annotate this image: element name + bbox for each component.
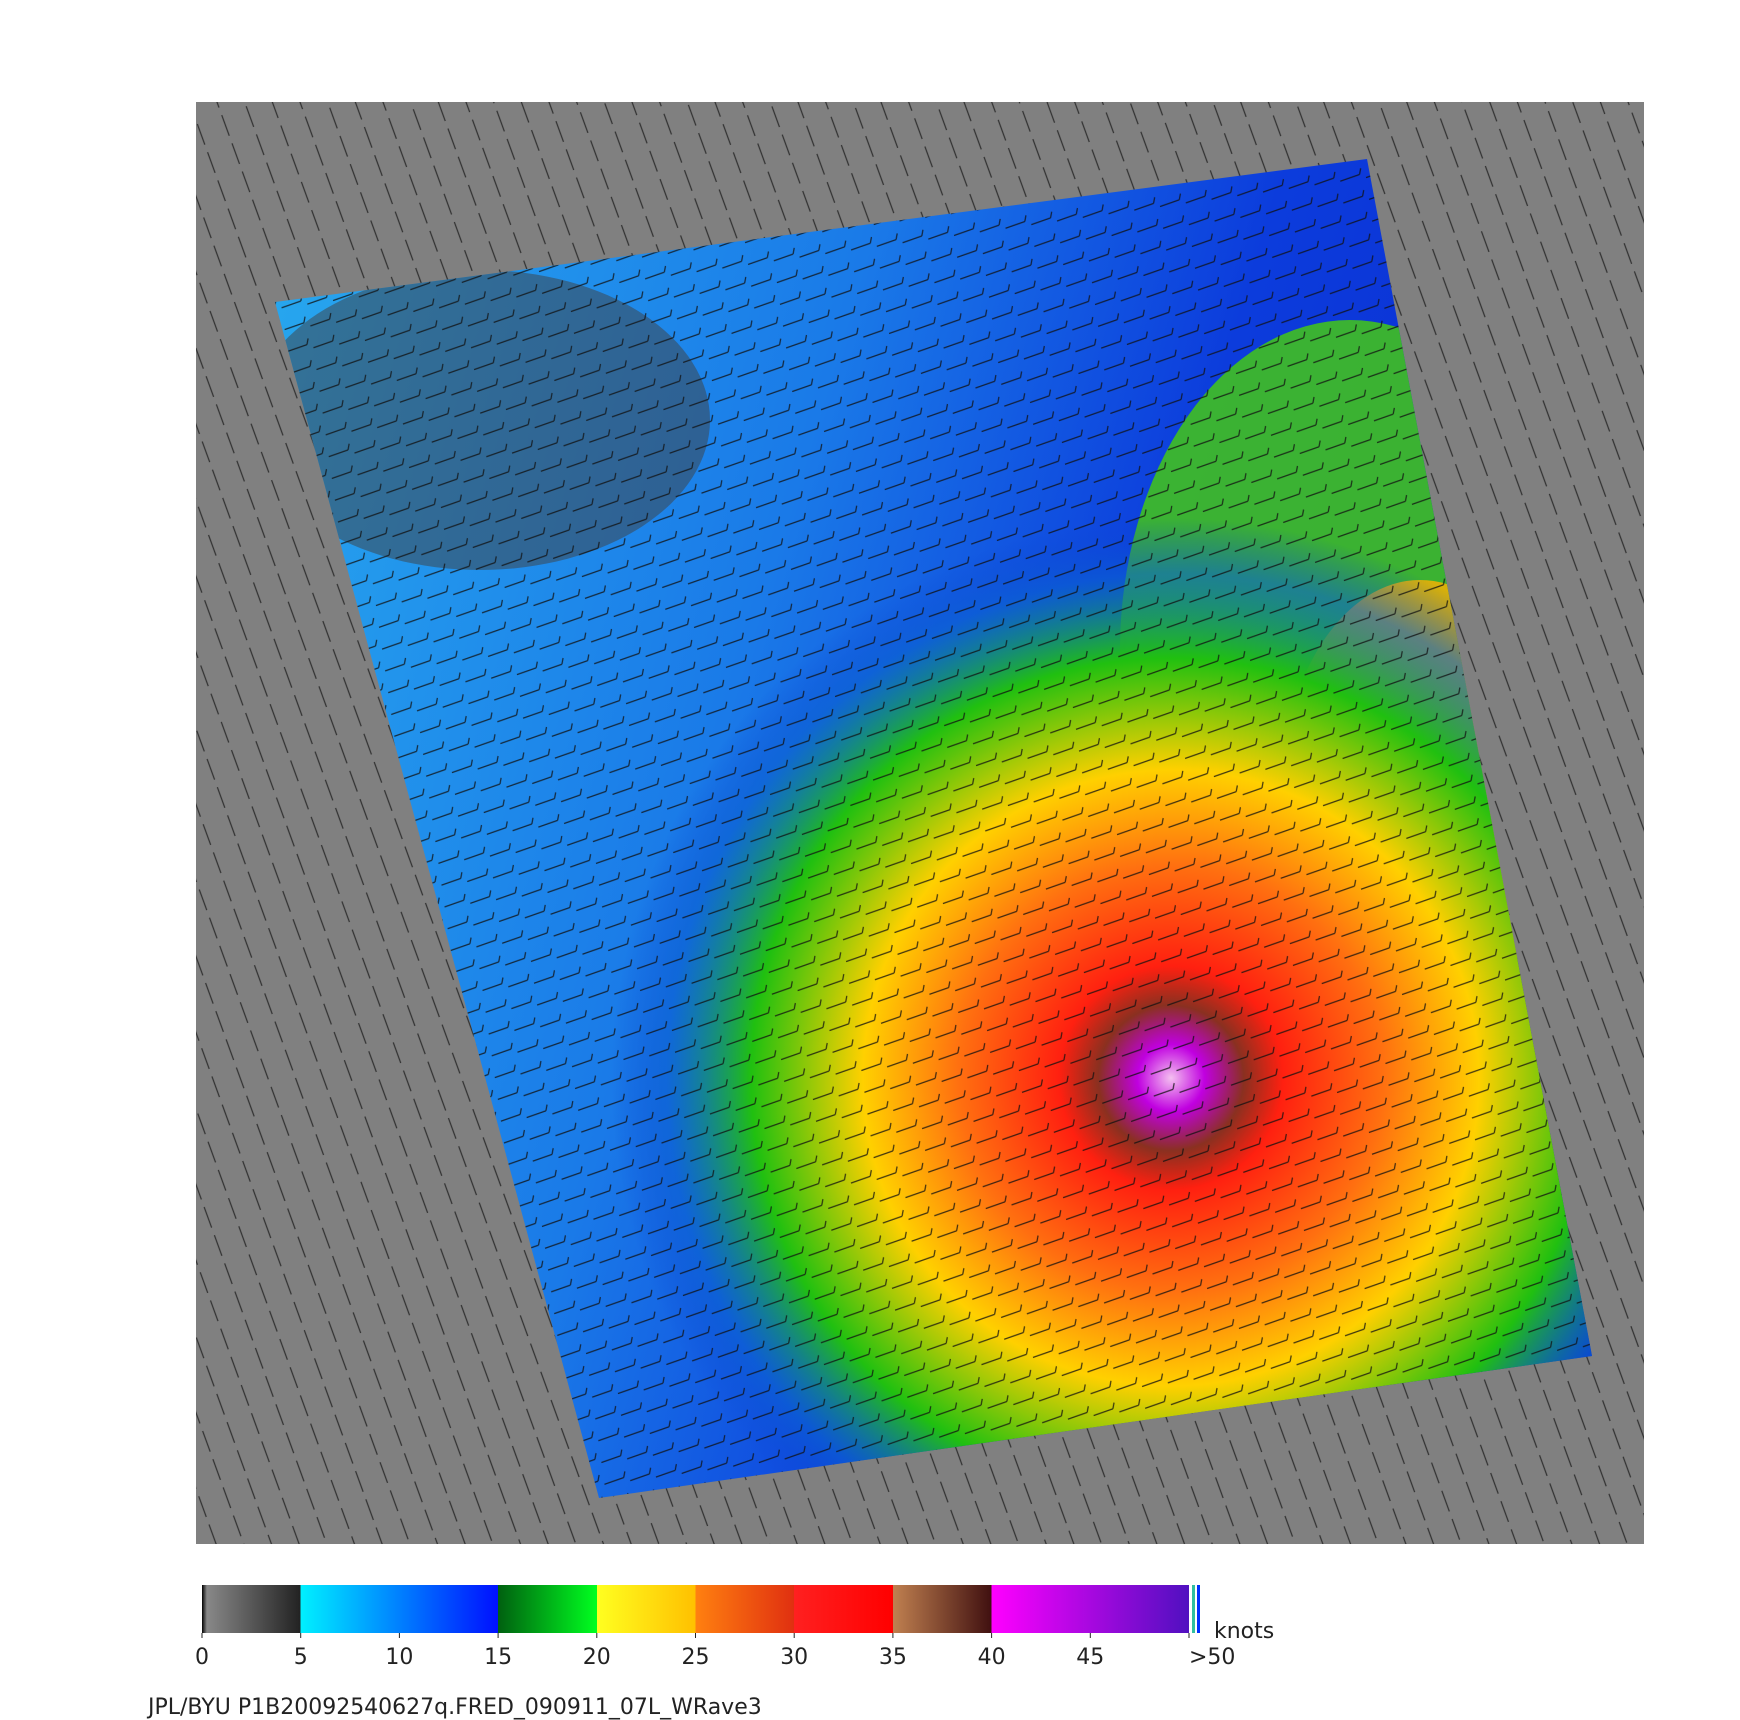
colorbar-tick-label: 0	[195, 1645, 209, 1670]
caption: JPL/BYU P1B20092540627q.FRED_090911_07L_…	[146, 1695, 762, 1720]
colorbar-tick-label: 15	[484, 1645, 512, 1670]
colorbar-gradient	[202, 1585, 1189, 1633]
colorbar-unit: knots	[1214, 1619, 1274, 1644]
colorbar-tick-label: 20	[583, 1645, 611, 1670]
colorbar-tick-label: 45	[1076, 1645, 1104, 1670]
map-panel	[196, 102, 1644, 1544]
colorbar-tick-label: 40	[978, 1645, 1006, 1670]
colorbar-tick-label: 30	[780, 1645, 808, 1670]
colorbar-tick-label: >50	[1189, 1645, 1235, 1670]
colorbar-tick-label: 35	[879, 1645, 907, 1670]
colorbar: knots 0 5 10 15 20 25 30 35 40 45 >50	[195, 1585, 1274, 1670]
colorbar-tick-label: 10	[385, 1645, 413, 1670]
colorbar-tick-label: 5	[294, 1645, 308, 1670]
colorbar-tick-label: 25	[682, 1645, 710, 1670]
